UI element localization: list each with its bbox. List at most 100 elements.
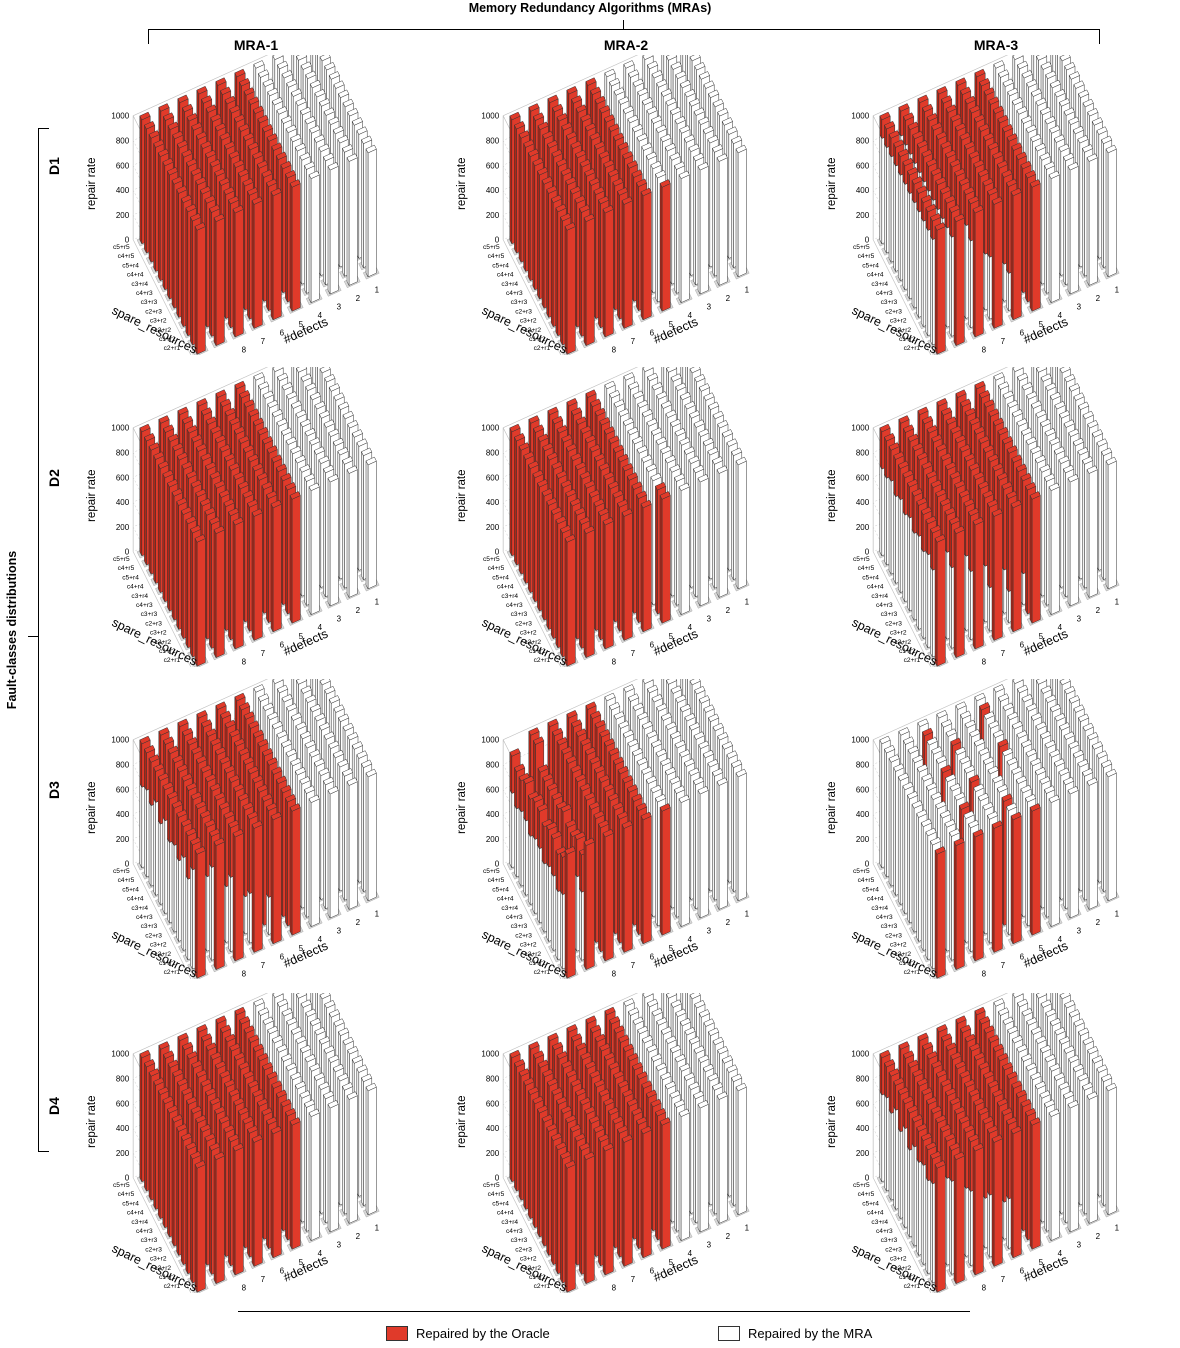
mra-bar-top [328,428,340,438]
oracle-bar-side [144,124,147,254]
x-tick-label: c1+r1 [538,354,555,355]
mra-bar-top [678,170,690,180]
mra-bar-top [356,126,368,135]
mra-bar-front [1088,469,1098,598]
oracle-bar-top [243,711,255,720]
mra-bar-top [1101,447,1113,457]
oracle-bar-top [186,470,198,479]
oracle-bar-top [162,781,174,791]
z-category-label: 9 [223,978,228,979]
oracle-bar-top [181,149,193,158]
mra-bar-top [641,408,653,418]
z-category-label: 1 [375,909,380,918]
y-axis-label: repair rate [86,781,98,833]
row-header-d3: D3 [46,781,62,799]
oracle-bar-top [201,95,213,104]
mra-bar-side [930,566,933,658]
mra-bar-top [347,419,359,429]
z-tick-label: 0 [495,860,500,869]
mra-bar-top [1059,98,1071,107]
mra-bar-top [1017,60,1029,70]
oracle-bar-side [153,767,156,803]
mra-bar-top [632,123,644,133]
oracle-bar-top [550,194,562,204]
z-category-label: 2 [356,918,361,927]
oracle-bar-top [234,68,246,78]
oracle-bar-top [922,103,934,113]
oracle-bar-top [988,96,1000,105]
oracle-bar-side [537,170,540,300]
mra-bar-top [702,749,714,759]
mra-bar-front [367,772,377,902]
mra-bar-top [299,152,311,161]
mra-bar-top [693,152,705,162]
mra-bar-front [680,174,690,304]
oracle-bar-top [210,113,222,123]
mra-bar-top [688,455,700,465]
z-tick-label: 800 [486,137,500,146]
oracle-bar-top [575,773,587,783]
oracle-bar-top [945,104,957,113]
mra-bar-top [666,55,678,61]
oracle-bar-top [950,425,962,435]
mra-bar-side [1086,469,1090,598]
mra-bar-top [361,135,373,145]
mra-bar-top [1068,383,1080,392]
oracle-bar-top [247,811,259,820]
mra-bar-side [693,468,696,598]
mra-bar-side [888,477,892,575]
mra-bar-top [332,749,344,759]
oracle-bar-side [598,199,601,329]
oracle-bar-top [590,398,602,408]
defects-axis-label: #defects [651,627,700,659]
oracle-bar-top [215,77,227,86]
top-bracket-tick [623,20,624,30]
oracle-bar-top [546,497,558,506]
mra-bar-top [697,161,709,171]
mra-bar-top [708,713,720,723]
mra-bar-top [645,463,657,473]
oracle-bar-top [992,150,1004,160]
mra-bar-top [328,695,340,704]
mra-bar-top [1045,70,1057,80]
oracle-bar-top [925,203,937,213]
x-tick-label: c3+r4 [501,281,518,288]
mra-bar-top [647,372,659,382]
mra-bar-top [670,418,682,428]
bars [509,679,747,979]
oracle-bar-front [585,529,595,659]
z-category-label: 6 [280,952,285,961]
oracle-bar-top [608,435,620,444]
mra-bar-side [949,563,952,649]
x-tick-label: c5+r5 [113,868,130,875]
mra-bar-top [641,766,653,775]
mra-bar-side [323,156,326,286]
oracle-bar-top [953,525,965,535]
oracle-bar-top [612,177,624,187]
mra-bar-side [162,816,166,915]
oracle-bar-top [588,801,600,810]
oracle-bar-top [972,516,984,526]
mra-bar-top [296,55,308,61]
z-tick-label: 800 [856,449,870,458]
z-category-label: 2 [356,294,361,303]
oracle-bar-top [888,442,900,451]
oracle-bar-top [289,803,301,812]
mra-bar-top [1040,373,1052,382]
oracle-bar-top [180,506,192,516]
mra-bar-side [190,865,193,970]
oracle-bar-top [552,727,564,737]
mra-bar-side [346,157,350,286]
mra-bar-top [683,446,695,455]
oracle-bar-top [603,471,615,481]
oracle-bar-top [902,157,914,167]
x-tick-label: c5+r5 [483,556,500,563]
defects-axis-label: #defects [1021,627,1070,659]
oracle-bar-top [926,424,938,434]
oracle-bar-top [546,451,558,461]
mra-bar-top [294,766,306,776]
oracle-bar-top [289,179,301,188]
mra-bar-top [712,144,724,153]
oracle-bar-top [603,114,615,123]
oracle-bar-top [992,462,1004,472]
